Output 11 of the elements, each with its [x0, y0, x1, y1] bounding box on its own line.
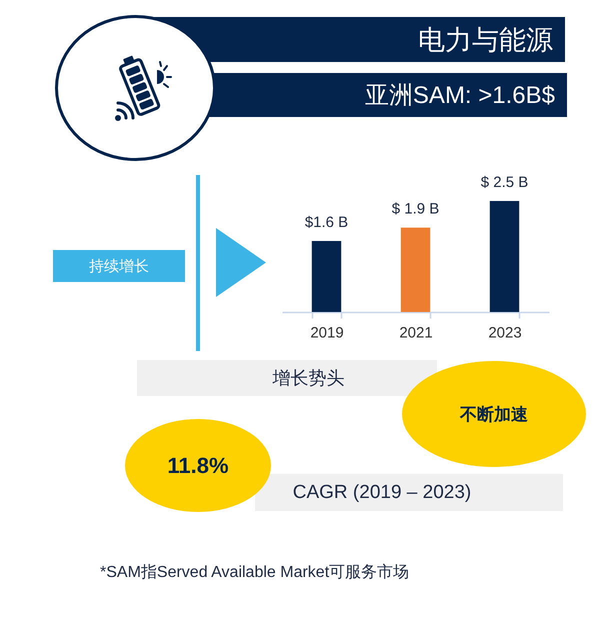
- text: 增长势头: [272, 367, 346, 390]
- chart-subtitle: 亚洲SAM: >1.6B$: [364, 81, 555, 111]
- x-tick-label: 2021: [399, 324, 433, 342]
- text: CAGR (2019 – 2023): [292, 480, 472, 504]
- data-label: $ 1.9 B: [392, 200, 440, 218]
- data-label: $1.6 B: [304, 214, 348, 231]
- x-tick-label: 2023: [488, 324, 522, 342]
- x-tick-label: 2019: [310, 324, 344, 342]
- text: *SAM指Served Available Market可服务市场: [100, 562, 410, 582]
- chart-title: 电力与能源: [418, 24, 553, 56]
- data-label: $ 2.5 B: [480, 174, 528, 191]
